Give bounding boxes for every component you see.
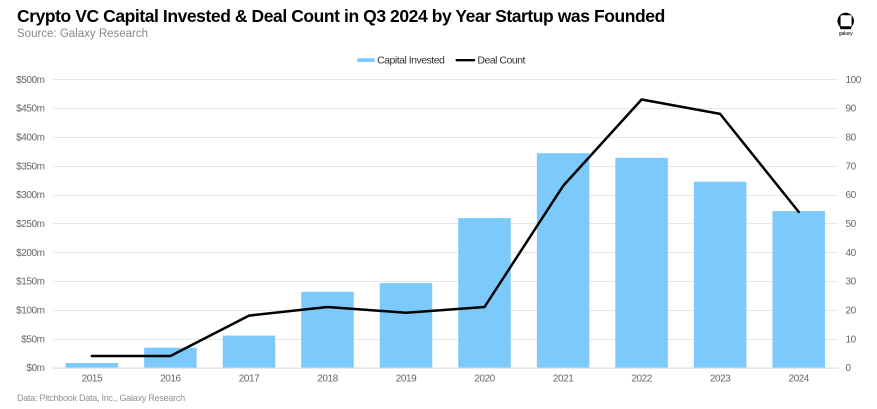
svg-text:Capital Invested: Capital Invested [377,54,445,66]
svg-text:$250m: $250m [16,219,44,230]
svg-text:2015: 2015 [82,374,103,385]
svg-text:10: 10 [846,334,857,345]
svg-text:2022: 2022 [631,374,652,385]
svg-text:2020: 2020 [474,374,495,385]
svg-text:$500m: $500m [16,75,44,86]
svg-text:2016: 2016 [160,374,181,385]
svg-text:90: 90 [846,104,857,115]
svg-text:2019: 2019 [396,374,417,385]
svg-text:$450m: $450m [16,104,44,115]
svg-text:0: 0 [846,363,852,374]
svg-text:$0m: $0m [26,363,44,374]
svg-text:$100m: $100m [16,306,44,317]
svg-text:galaxy: galaxy [839,31,853,37]
svg-text:100: 100 [846,75,862,86]
svg-text:30: 30 [846,277,857,288]
svg-text:60: 60 [846,190,857,201]
svg-text:$400m: $400m [16,133,44,144]
svg-text:50: 50 [846,219,857,230]
svg-text:$200m: $200m [16,248,44,259]
svg-text:Deal Count: Deal Count [477,54,525,66]
svg-text:40: 40 [846,248,857,259]
svg-text:$50m: $50m [21,334,44,345]
svg-text:$350m: $350m [16,161,44,172]
svg-text:2024: 2024 [788,374,809,385]
svg-text:80: 80 [846,133,857,144]
svg-text:20: 20 [846,306,857,317]
svg-text:$150m: $150m [16,277,44,288]
svg-text:2017: 2017 [239,374,260,385]
svg-text:2021: 2021 [553,374,574,385]
svg-text:$300m: $300m [16,190,44,201]
svg-text:2018: 2018 [317,374,338,385]
svg-text:2023: 2023 [710,374,731,385]
svg-text:70: 70 [846,161,857,172]
